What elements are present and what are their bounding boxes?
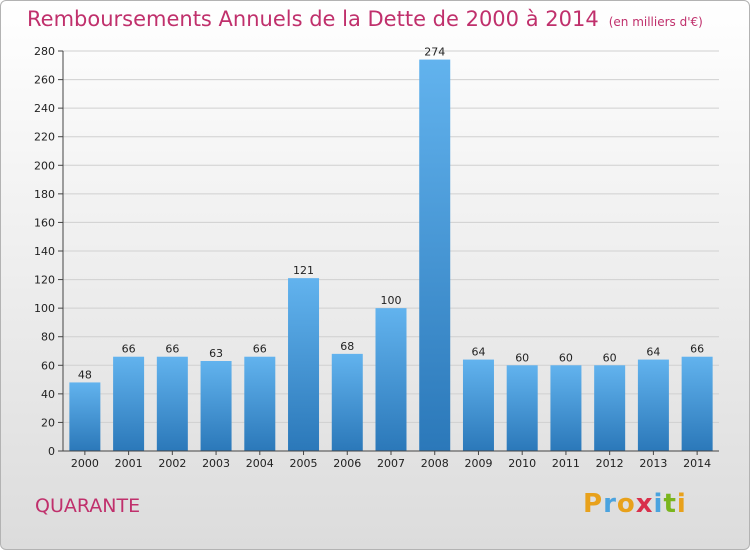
x-tick-label: 2014 <box>683 457 711 470</box>
bar <box>506 365 538 451</box>
y-tick-label: 260 <box>34 74 55 87</box>
bar <box>331 353 363 451</box>
data-label: 274 <box>424 46 445 59</box>
bar <box>419 59 451 451</box>
bar <box>69 382 101 451</box>
bar <box>462 359 494 451</box>
proxiti-logo: Proxiti <box>583 489 687 519</box>
data-label: 100 <box>381 294 402 307</box>
data-label: 66 <box>122 343 136 356</box>
data-label: 121 <box>293 264 314 277</box>
y-tick-label: 200 <box>34 159 55 172</box>
data-label: 64 <box>646 346 660 359</box>
chart-title: Remboursements Annuels de la Dette de 20… <box>27 7 703 31</box>
y-tick-label: 0 <box>48 445 55 458</box>
x-tick-label: 2006 <box>333 457 361 470</box>
x-tick-label: 2004 <box>246 457 274 470</box>
x-tick-label: 2005 <box>290 457 318 470</box>
data-label: 63 <box>209 347 223 360</box>
x-tick-label: 2008 <box>421 457 449 470</box>
data-label: 66 <box>690 343 704 356</box>
y-tick-label: 60 <box>41 359 55 372</box>
x-tick-label: 2011 <box>552 457 580 470</box>
chart-title-text: Remboursements Annuels de la Dette de 20… <box>27 7 599 31</box>
y-tick-label: 160 <box>34 216 55 229</box>
unit-label: (en milliers d'€) <box>608 15 703 29</box>
data-label: 60 <box>603 351 617 364</box>
y-tick-label: 40 <box>41 388 55 401</box>
data-label: 48 <box>78 368 92 381</box>
data-label: 60 <box>559 351 573 364</box>
x-tick-label: 2009 <box>464 457 492 470</box>
y-tick-label: 240 <box>34 102 55 115</box>
y-tick-label: 280 <box>34 45 55 58</box>
x-tick-label: 2012 <box>596 457 624 470</box>
bar <box>113 356 145 451</box>
bar <box>244 356 276 451</box>
data-label: 60 <box>515 351 529 364</box>
y-tick-label: 20 <box>41 416 55 429</box>
data-label: 64 <box>471 346 485 359</box>
x-tick-label: 2001 <box>115 457 143 470</box>
bar <box>681 356 713 451</box>
x-tick-label: 2007 <box>377 457 405 470</box>
x-tick-label: 2003 <box>202 457 230 470</box>
y-tick-label: 120 <box>34 274 55 287</box>
data-label: 68 <box>340 340 354 353</box>
x-tick-label: 2000 <box>71 457 99 470</box>
bar <box>550 365 582 451</box>
bar <box>375 308 407 451</box>
bar <box>200 361 232 451</box>
y-tick-label: 220 <box>34 131 55 144</box>
y-tick-label: 180 <box>34 188 55 201</box>
y-tick-label: 80 <box>41 331 55 344</box>
data-label: 66 <box>165 343 179 356</box>
bar <box>288 278 320 451</box>
x-tick-label: 2010 <box>508 457 536 470</box>
bar <box>637 359 669 451</box>
bar <box>594 365 626 451</box>
x-tick-label: 2002 <box>158 457 186 470</box>
x-tick-label: 2013 <box>639 457 667 470</box>
bar <box>156 356 188 451</box>
y-tick-label: 140 <box>34 245 55 258</box>
data-label: 66 <box>253 343 267 356</box>
y-tick-label: 100 <box>34 302 55 315</box>
commune-name: QUARANTE <box>35 495 141 517</box>
